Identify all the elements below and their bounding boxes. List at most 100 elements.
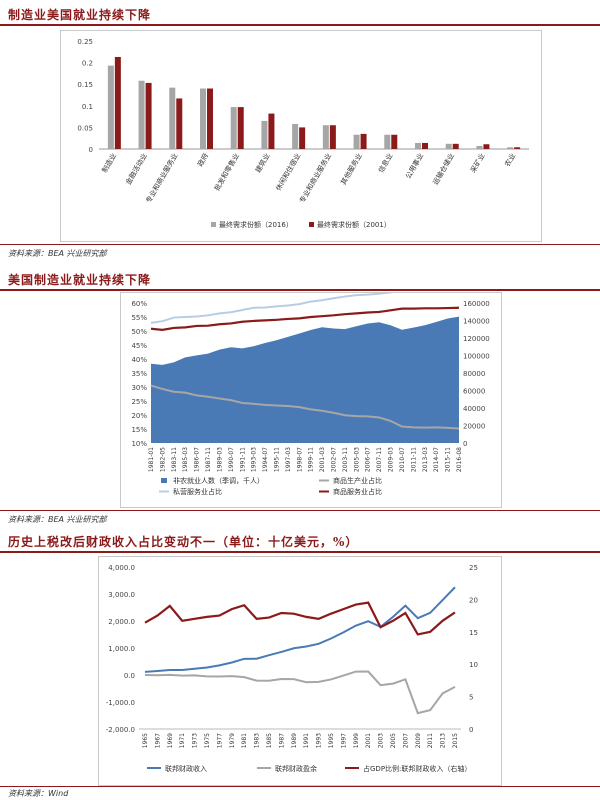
series-line [150, 306, 460, 331]
x-tick-label: 2015-11 [445, 447, 452, 472]
y-tick-label: 0.15 [77, 81, 93, 89]
y-tick-label: 0.1 [82, 103, 93, 111]
legend-label: 私营服务业占比 [173, 487, 222, 496]
y-tick-right: 0 [463, 440, 467, 448]
bar [230, 107, 237, 149]
x-tick-label: 2014-07 [433, 447, 440, 472]
x-tick-label: 采矿业 [468, 152, 486, 175]
x-tick-label: 政府 [195, 152, 210, 169]
x-tick-label: 制造业 [100, 152, 118, 175]
bar [452, 143, 459, 149]
x-tick-label: 1985 [266, 733, 273, 748]
x-tick-label: 专业和商业服务业 [144, 152, 180, 205]
source-note-2: 资料来源：BEA 兴业研究部 [8, 515, 107, 524]
area-nonfarm-employment [151, 316, 459, 443]
y-tick-left: 40% [131, 356, 147, 364]
series-line [144, 601, 456, 636]
y-tick-right: 20000 [463, 423, 485, 431]
x-tick-label: 2001-03 [319, 447, 326, 472]
x-tick-label: 2005 [390, 733, 397, 748]
y-tick-right: 0 [469, 726, 473, 734]
x-tick-label: 1995 [328, 733, 335, 748]
legend-swatch [161, 478, 167, 483]
y-tick-right: 20 [469, 596, 478, 604]
bar [200, 88, 206, 149]
x-tick-label: 2007 [402, 733, 409, 748]
x-tick-label: 2009 [415, 733, 422, 748]
source-note-1: 资料来源：BEA 兴业研究部 [8, 249, 107, 258]
x-tick-label: 2013-03 [422, 447, 429, 472]
legend-swatch [309, 222, 314, 227]
y-tick-right: 40000 [463, 405, 485, 413]
legend-label: 联邦财政盈余 [275, 764, 317, 773]
x-tick-label: 2006-07 [365, 447, 372, 472]
series-line [150, 384, 460, 430]
chart-panel-1: 0.25 0.2 0.15 0.1 0.05 0 制造业 金融活动业 专业和商业服务业 政府 批发和… [60, 30, 542, 242]
y-tick-label: 0.05 [77, 124, 93, 132]
x-tick-label: 1997 [340, 733, 347, 748]
x-tick-label: 运输仓储业 [431, 152, 456, 187]
bar [445, 143, 452, 149]
x-tick-label: 1987 [278, 733, 285, 748]
y-tick-left: -2,000.0 [106, 726, 135, 734]
x-tick-label: 2016-08 [456, 447, 463, 472]
x-tick-label: 1991 [303, 733, 310, 748]
x-tick-label: 1999-11 [308, 447, 315, 472]
y-tick-left: 60% [131, 300, 147, 308]
x-tick-label: 1982-05 [159, 447, 166, 472]
series-line [144, 586, 456, 673]
y-tick-left: 2,000.0 [108, 618, 135, 626]
x-tick-label: 2003 [378, 733, 385, 748]
bar [107, 65, 114, 149]
y-tick-left: 15% [131, 426, 147, 434]
x-tick-label: 批发和零售业 [212, 152, 241, 193]
x-tick-label: 1969 [167, 733, 174, 748]
x-tick-label: 1977 [216, 733, 223, 748]
x-tick-label: 其他服务业 [339, 152, 364, 187]
x-tick-label: 1986-07 [194, 447, 201, 472]
y-tick-right: 140000 [463, 318, 490, 326]
y-tick-right: 10 [469, 661, 478, 669]
x-tick-label: 1981-01 [148, 447, 155, 472]
legend-label: 商品生产业占比 [333, 476, 382, 485]
chart-panel-3: 4,000.0 3,000.0 2,000.0 1,000.0 0.0 -1,000.0 -… [98, 556, 502, 786]
bar [145, 82, 152, 149]
x-tick-label: 金融活动业 [124, 152, 149, 187]
bar [261, 120, 268, 149]
y-tick-right: 100000 [463, 353, 490, 361]
y-tick-left: 25% [131, 398, 147, 406]
x-tick-label: 1997-03 [285, 447, 292, 472]
y-tick-label: 0.2 [82, 60, 93, 68]
x-tick-label: 1967 [154, 733, 161, 748]
x-tick-label: 2005-03 [353, 447, 360, 472]
bar [329, 125, 336, 149]
line-chart-fiscal: 4,000.0 3,000.0 2,000.0 1,000.0 0.0 -1,000.0 -… [106, 564, 478, 773]
x-tick-label: 1990-07 [228, 447, 235, 472]
x-tick-label: 信息业 [376, 152, 394, 175]
y-tick-left: 45% [131, 342, 147, 350]
y-tick-label: 0 [89, 146, 93, 154]
series-line [144, 670, 456, 715]
bar [322, 125, 329, 149]
y-tick-left: 1,000.0 [108, 645, 135, 653]
x-tick-label: 1973 [192, 733, 199, 748]
bar [476, 145, 483, 149]
section-title-3: 历史上税改后财政收入占比变动不一（单位：十亿美元，%） [8, 535, 359, 549]
x-tick-label: 1987-11 [205, 447, 212, 472]
x-tick-label: 2002-07 [331, 447, 338, 472]
x-tick-label: 1979 [229, 733, 236, 748]
x-tick-label: 2011 [427, 733, 434, 748]
bar [299, 127, 306, 149]
x-tick-label: 2013 [440, 733, 447, 748]
x-tick-label: 休闲和住宿业 [274, 152, 303, 193]
y-tick-right: 15 [469, 629, 478, 637]
x-tick-label: 1965 [142, 733, 149, 748]
bar [268, 113, 275, 149]
section-title-1: 制造业美国就业持续下降 [8, 8, 152, 22]
x-tick-label: 1991-11 [239, 447, 246, 472]
x-tick-label: 1993-03 [251, 447, 258, 472]
bar [292, 123, 299, 149]
source-rule-2 [0, 510, 600, 511]
x-tick-label: 1985-03 [182, 447, 189, 472]
y-tick-label: 0.25 [77, 38, 93, 46]
